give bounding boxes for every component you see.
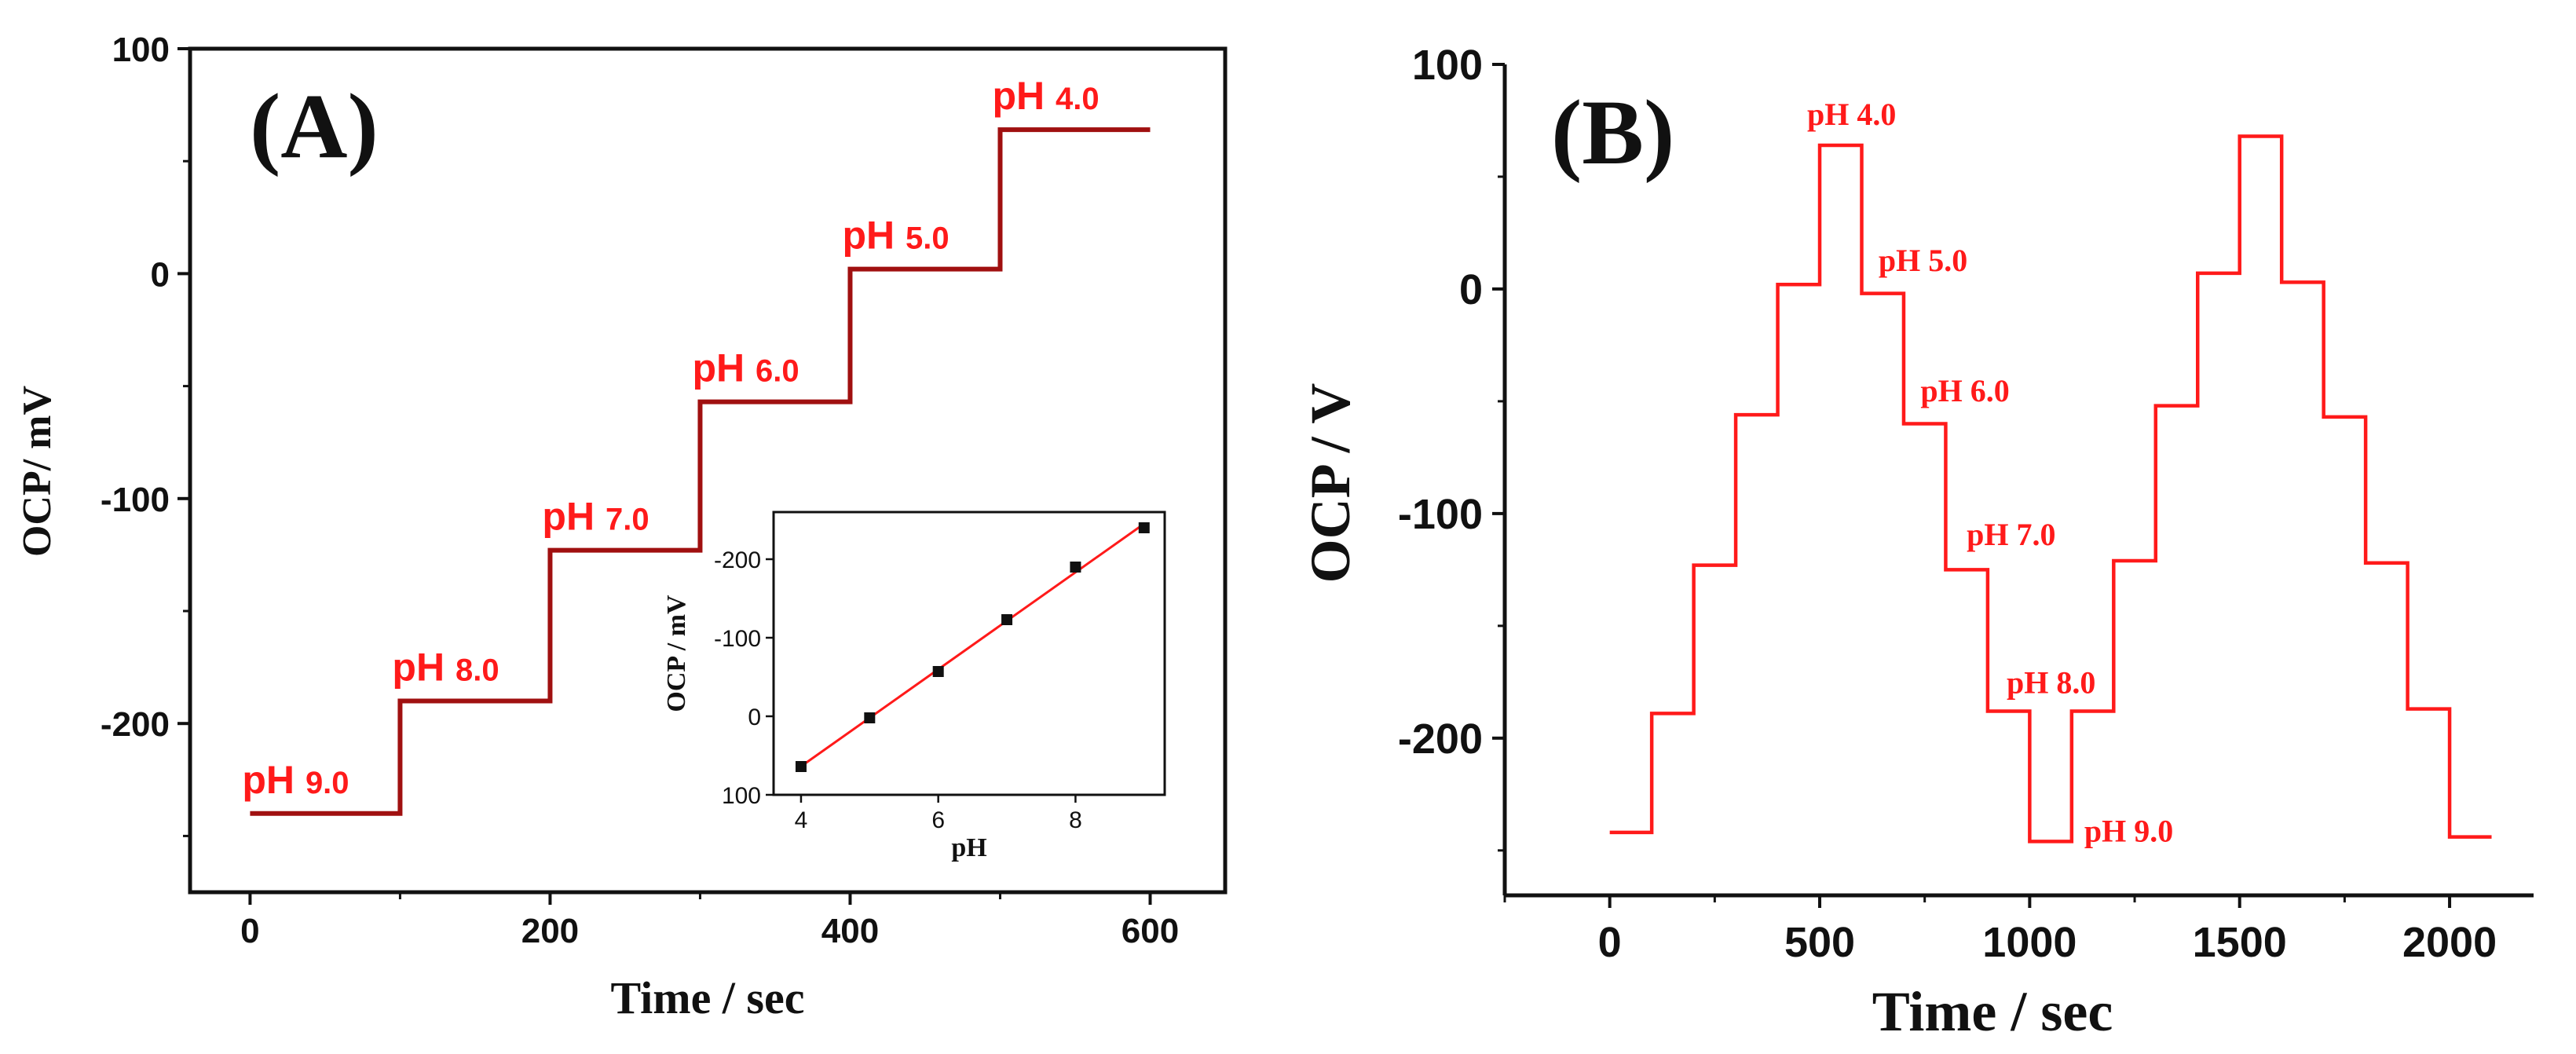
panel-a-frame — [188, 46, 1228, 895]
y-tick-label: -200 — [101, 705, 170, 744]
step-label: pH 7.0 — [542, 495, 649, 539]
x-tick-label: 600 — [1122, 912, 1179, 950]
y-tick-label: 100 — [1412, 42, 1483, 89]
step-label: pH 4.0 — [992, 74, 1099, 118]
x-tick-label: 200 — [521, 912, 579, 950]
panel-a-label: (A) — [250, 75, 379, 177]
ph-annotation: pH 5.0 — [1879, 243, 1967, 278]
x-tick-label: 1500 — [2193, 919, 2287, 966]
panel-a-x-axis-title: Time / sec — [611, 972, 805, 1023]
x-tick-label: 2000 — [2402, 919, 2497, 966]
ph-annotation: pH 7.0 — [1967, 517, 2055, 552]
ph-annotation: pH 4.0 — [1807, 97, 1896, 132]
inset-point — [1070, 562, 1081, 573]
panel-a-ocp-line — [250, 127, 1151, 816]
y-tick-label: 0 — [151, 255, 170, 294]
step-label: pH 9.0 — [242, 758, 349, 802]
y-tick-label: -100 — [101, 481, 170, 519]
inset-y-tick-label: -100 — [714, 626, 761, 652]
y-tick-label: -100 — [1398, 491, 1483, 538]
y-tick-label: -200 — [1398, 715, 1483, 763]
x-tick-label: 0 — [1598, 919, 1622, 966]
inset-x-tick-label: 8 — [1069, 807, 1082, 833]
panel-a-x-ticks: 0 200 400 600 — [240, 892, 1179, 950]
panel-b-ocp-line — [1609, 134, 2492, 844]
panel-b: (B) 0 500 1000 1500 2000 1000-100-200 pH 4.0… — [1299, 42, 2534, 1043]
inset-point — [932, 666, 944, 677]
step-label: pH 6.0 — [692, 346, 799, 390]
x-tick-label: 0 — [240, 912, 259, 950]
x-tick-label: 1000 — [1982, 919, 2077, 966]
inset-point — [864, 712, 876, 723]
inset-point — [1138, 522, 1150, 533]
inset-y-axis-title: OCP / mV — [662, 595, 691, 712]
inset-fit-line — [800, 522, 1145, 767]
inset-y-ticks: -200 -100 0 100 — [714, 547, 774, 809]
panel-a-inset: 4 6 8 -200 -100 0 100 pH OCP / mV — [662, 511, 1166, 862]
ph-annotation: pH 6.0 — [1920, 373, 2009, 408]
panel-a-series — [250, 127, 1151, 816]
panel-a-step-labels: pH 9.0 pH 8.0 pH 7.0 pH 6.0 pH 5.0 pH 4.0 — [242, 74, 1099, 802]
inset-point — [1001, 614, 1013, 625]
panel-b-y-axis-title: OCP / V — [1299, 383, 1362, 584]
step-label: pH 8.0 — [392, 646, 499, 690]
panel-b-series — [1609, 134, 2492, 844]
panel-a-y-axis-title: OCP/ mV — [15, 386, 60, 557]
y-tick-label: 0 — [1459, 266, 1483, 313]
panel-b-label: (B) — [1551, 81, 1674, 184]
inset-y-tick-label: 0 — [748, 704, 761, 730]
inset-point — [795, 761, 807, 772]
inset-x-axis-title: pH — [951, 833, 986, 862]
ph-annotation: pH 9.0 — [2084, 813, 2173, 848]
inset-y-tick-label: -200 — [714, 547, 761, 573]
ph-annotation: pH 8.0 — [2007, 665, 2095, 701]
panel-b-x-axis-title: Time / sec — [1872, 980, 2113, 1043]
inset-x-tick-label: 4 — [795, 807, 808, 833]
panel-b-annotations: pH 4.0 pH 5.0 pH 6.0 pH 7.0 pH 8.0 pH 9.0 — [1807, 97, 2173, 848]
inset-frame — [772, 511, 1166, 796]
panel-a: (A) 0 200 400 600 100 0 -100 -200 pH 9.0 pH 8.0… — [15, 31, 1228, 1023]
x-tick-label: 500 — [1784, 919, 1855, 966]
inset-fit — [800, 522, 1145, 767]
x-tick-label: 400 — [821, 912, 879, 950]
inset-y-tick-label: 100 — [722, 783, 761, 809]
inset-x-tick-label: 6 — [931, 807, 945, 833]
panel-a-y-ticks: 100 0 -100 -200 — [101, 31, 190, 837]
inset-x-ticks: 4 6 8 — [795, 795, 1082, 833]
panel-b-y-ticks: 100 0 -100 -200 — [1398, 42, 1505, 852]
y-tick-label: 100 — [112, 31, 170, 69]
step-label: pH 5.0 — [842, 214, 949, 258]
inset-points — [795, 522, 1150, 772]
panel-b-x-ticks: 0 500 1000 1500 2000 — [1503, 895, 2497, 966]
